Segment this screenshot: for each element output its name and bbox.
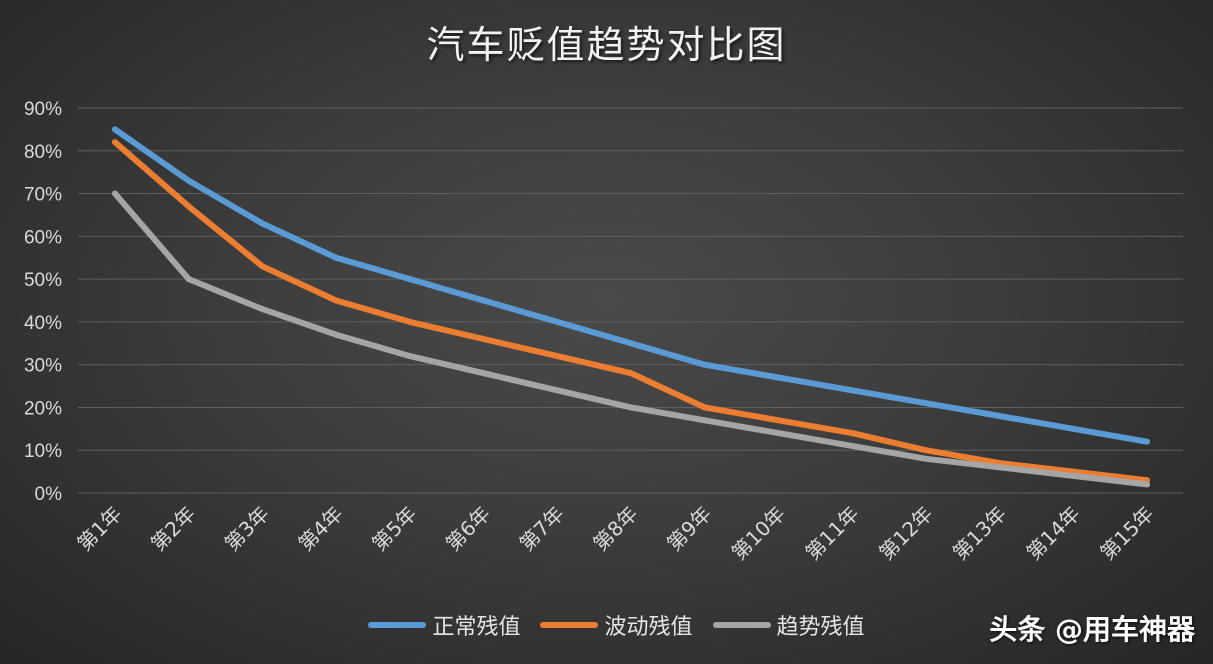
y-tick-label: 50%: [24, 270, 62, 291]
legend-label: 波动残值: [604, 615, 693, 640]
data-point: [333, 331, 340, 338]
x-tick-label: 第10年: [727, 502, 790, 565]
data-point: [775, 374, 782, 381]
data-point: [1144, 481, 1150, 488]
chart-title: 汽车贬值趋势对比图: [426, 23, 787, 67]
data-point: [554, 353, 561, 360]
data-point: [996, 464, 1003, 471]
watermark: 头条 @用车神器: [989, 613, 1195, 646]
data-point: [922, 400, 929, 407]
y-tick-label: 40%: [24, 313, 62, 334]
data-point: [849, 442, 856, 449]
x-tick-label: 第2年: [146, 502, 200, 556]
data-point: [259, 306, 266, 313]
data-point: [333, 254, 340, 261]
data-point: [554, 318, 561, 325]
x-tick-label: 第13年: [948, 502, 1011, 565]
data-point: [922, 447, 929, 454]
data-point: [775, 417, 782, 424]
data-point: [1070, 425, 1077, 432]
data-point: [628, 340, 634, 347]
y-tick-label: 70%: [24, 185, 62, 206]
data-point: [480, 370, 487, 377]
data-point: [554, 387, 561, 394]
legend-item-fluctuating: 波动残值: [540, 609, 693, 641]
y-tick-label: 30%: [24, 356, 62, 377]
legend-swatch: [712, 622, 771, 628]
data-point: [185, 177, 192, 184]
y-tick-label: 10%: [24, 441, 62, 462]
data-point: [628, 404, 634, 411]
data-point: [628, 370, 634, 377]
x-tick-label: 第3年: [220, 502, 274, 556]
legend-item-trend: 趋势残值: [712, 609, 865, 641]
data-point: [259, 263, 266, 270]
y-tick-label: 80%: [24, 142, 62, 163]
data-point: [480, 297, 487, 304]
data-point: [406, 276, 413, 283]
data-point: [701, 417, 708, 424]
data-point: [922, 455, 929, 462]
chart-legend: 正常残值 波动残值 趋势残值: [0, 609, 1213, 641]
series-line-3: [112, 190, 1150, 488]
data-point: [701, 404, 708, 411]
data-point: [996, 413, 1003, 419]
legend-label: 正常残值: [432, 615, 521, 640]
x-tick-label: 第5年: [367, 502, 421, 556]
data-point: [1070, 472, 1077, 479]
x-tick-label: 第8年: [588, 502, 642, 556]
legend-label: 趋势残值: [776, 615, 865, 640]
x-tick-label: 第6年: [441, 502, 495, 556]
data-point: [480, 336, 487, 342]
legend-swatch: [540, 622, 599, 628]
data-point: [849, 387, 856, 394]
data-point: [701, 361, 708, 368]
x-tick-label: 第1年: [72, 502, 126, 556]
x-tick-label: 第9年: [662, 502, 716, 556]
x-tick-label: 第4年: [293, 502, 347, 556]
data-point: [775, 430, 782, 437]
legend-swatch: [368, 622, 427, 628]
data-point: [112, 139, 118, 146]
x-tick-label: 第15年: [1095, 502, 1158, 565]
x-tick-label: 第7年: [515, 502, 569, 556]
series-line-1: [112, 126, 1150, 445]
data-point: [406, 318, 413, 325]
x-tick-label: 第14年: [1022, 502, 1085, 565]
x-tick-label: 第11年: [800, 502, 863, 565]
data-point: [112, 126, 118, 133]
y-tick-label: 90%: [24, 99, 62, 120]
data-point: [185, 276, 192, 283]
legend-item-normal: 正常残值: [368, 609, 520, 641]
y-tick-label: 60%: [24, 227, 62, 248]
x-tick-label: 第12年: [874, 502, 937, 565]
data-point: [112, 190, 118, 197]
data-point: [406, 353, 413, 360]
data-point: [1144, 438, 1150, 445]
y-tick-label: 0%: [35, 484, 63, 505]
data-point: [259, 220, 266, 227]
data-point: [849, 430, 856, 437]
y-tick-label: 20%: [24, 398, 62, 419]
data-point: [185, 203, 192, 210]
data-point: [333, 297, 340, 304]
